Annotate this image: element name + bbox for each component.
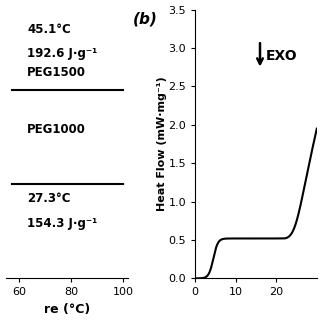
Text: 154.3 J·g⁻¹: 154.3 J·g⁻¹ <box>27 217 97 229</box>
Y-axis label: Heat Flow (mW·mg⁻¹): Heat Flow (mW·mg⁻¹) <box>157 76 167 212</box>
Text: PEG1000: PEG1000 <box>27 123 86 136</box>
Text: EXO: EXO <box>266 49 298 63</box>
Text: 45.1°C: 45.1°C <box>27 23 71 36</box>
Text: (b): (b) <box>133 11 158 26</box>
Text: 192.6 J·g⁻¹: 192.6 J·g⁻¹ <box>27 47 97 60</box>
X-axis label: re (°C): re (°C) <box>44 303 90 316</box>
Text: 27.3°C: 27.3°C <box>27 192 71 205</box>
Text: PEG1500: PEG1500 <box>27 67 86 79</box>
